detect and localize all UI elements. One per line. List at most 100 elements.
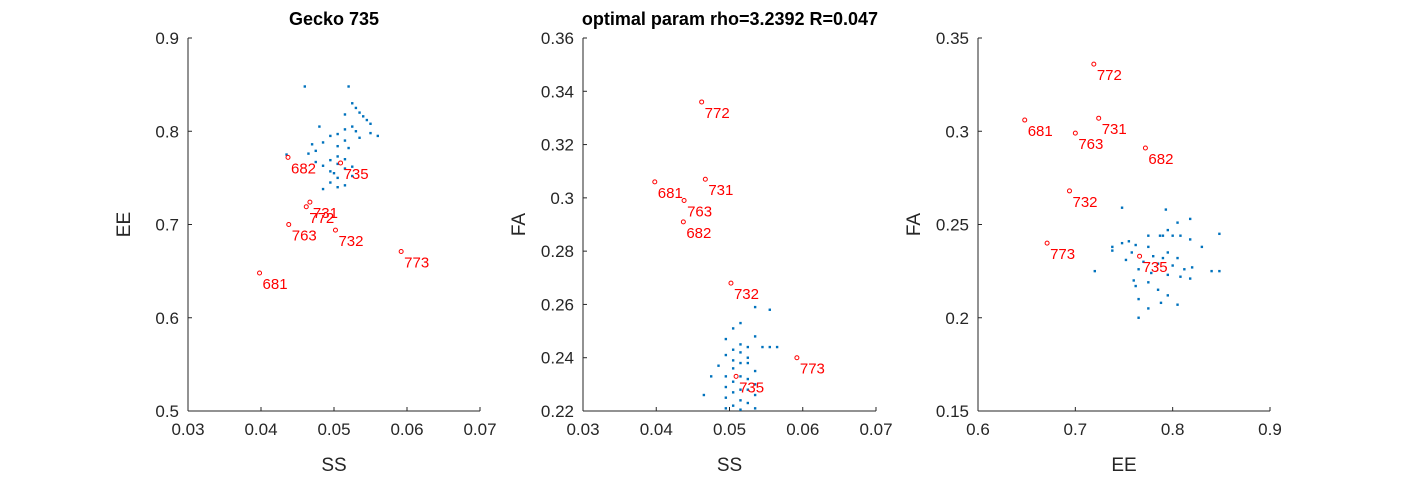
data-point [1200,245,1204,249]
highlight-point [681,198,687,204]
highlight-point-label: 763 [292,228,317,245]
data-point [717,364,720,367]
data-point [1161,256,1165,260]
data-point [336,144,339,148]
data-point [369,131,372,135]
data-point [1166,273,1169,277]
highlight-point [1096,115,1102,121]
data-point [1152,255,1155,258]
highlight-point [1066,188,1072,194]
data-point [739,321,742,325]
data-point [321,187,325,191]
highlight-point [307,199,313,205]
data-point [1176,221,1179,224]
data-point [1166,228,1169,232]
data-point [1161,234,1165,237]
y-tick-label: 0.6 [155,309,179,328]
x-axis-label: SS [717,455,742,476]
data-point [753,407,757,410]
data-point [343,113,347,116]
data-point [1188,238,1192,241]
data-point [332,172,336,175]
data-point [724,337,728,341]
data-point [362,115,365,118]
data-point [724,375,728,378]
data-point [1183,268,1186,271]
x-tick-label: 0.03 [566,420,599,439]
data-point [753,369,757,373]
data-point [1134,243,1137,247]
data-point [1166,294,1169,297]
data-point [343,167,347,170]
data-point [354,106,358,110]
highlight-point [257,270,263,276]
highlight-point [332,227,338,233]
y-axis-label: FA [509,213,530,237]
data-point [1132,279,1135,282]
x-tick-label: 0.07 [859,420,892,439]
y-tick-label: 0.32 [541,136,574,155]
x-tick-label: 0.6 [966,420,990,439]
data-point [731,359,735,362]
highlight-point-label: 682 [686,225,711,242]
data-point [314,160,317,164]
y-tick-label: 0.9 [155,29,179,48]
y-tick-label: 0.3 [550,189,574,208]
data-point [746,388,750,391]
highlight-point-label: 681 [263,276,288,293]
data-point [1147,281,1150,284]
data-point [731,380,735,383]
data-point [746,361,750,365]
y-axis-label: EE [114,212,135,237]
data-point [724,385,728,389]
data-point [739,388,742,391]
data-point [753,383,757,386]
x-tick-label: 0.8 [1161,420,1185,439]
data-point [731,404,735,407]
data-point [1218,232,1221,236]
data-point [739,351,742,354]
data-point [1159,301,1163,305]
x-tick-label: 0.04 [640,420,673,439]
x-tick-label: 0.07 [463,420,496,439]
highlight-point [303,204,309,210]
data-point [347,85,350,88]
data-point [1147,234,1150,237]
highlight-point [1142,145,1148,151]
highlight-point [286,222,292,227]
highlight-point-label: 735 [344,166,369,183]
subplot-1: 0.03 0.04 0.05 0.06 0.07 0.5 0.6 0.7 0.8 0.9 SS EE 6… [114,29,497,476]
data-point [724,353,728,357]
data-point [739,408,742,411]
highlight-point [680,219,686,225]
data-point [1171,234,1174,237]
highlight-point-label: 731 [708,182,733,199]
data-point [1147,307,1150,310]
highlight-point-label: 772 [705,105,730,122]
data-point [1147,245,1150,249]
data-point [1111,249,1114,252]
data-point [343,128,347,131]
y-tick-label: 0.35 [936,29,969,48]
y-tick-label: 0.36 [541,29,574,48]
data-point [1111,245,1114,249]
data-point [753,305,757,309]
highlight-point [702,176,708,182]
data-point [1120,241,1124,245]
subplot-3: 0.6 0.7 0.8 0.9 0.15 0.2 0.25 0.3 0.35 EE FA 772 731… [904,29,1282,476]
data-point [1124,258,1128,262]
highlight-point [398,249,404,255]
data-point [369,122,372,125]
data-point [343,139,347,142]
data-point [1137,297,1140,301]
highlight-point-label: 732 [734,286,759,303]
highlight-point [728,280,734,286]
data-point [731,327,735,330]
highlight-point-label: 731 [1102,121,1127,138]
x-tick-label: 0.05 [713,420,746,439]
highlight-point-label: 732 [338,233,363,250]
data-point [1127,240,1131,243]
data-point [1142,260,1145,263]
data-point [314,149,317,153]
data-point [285,153,288,156]
